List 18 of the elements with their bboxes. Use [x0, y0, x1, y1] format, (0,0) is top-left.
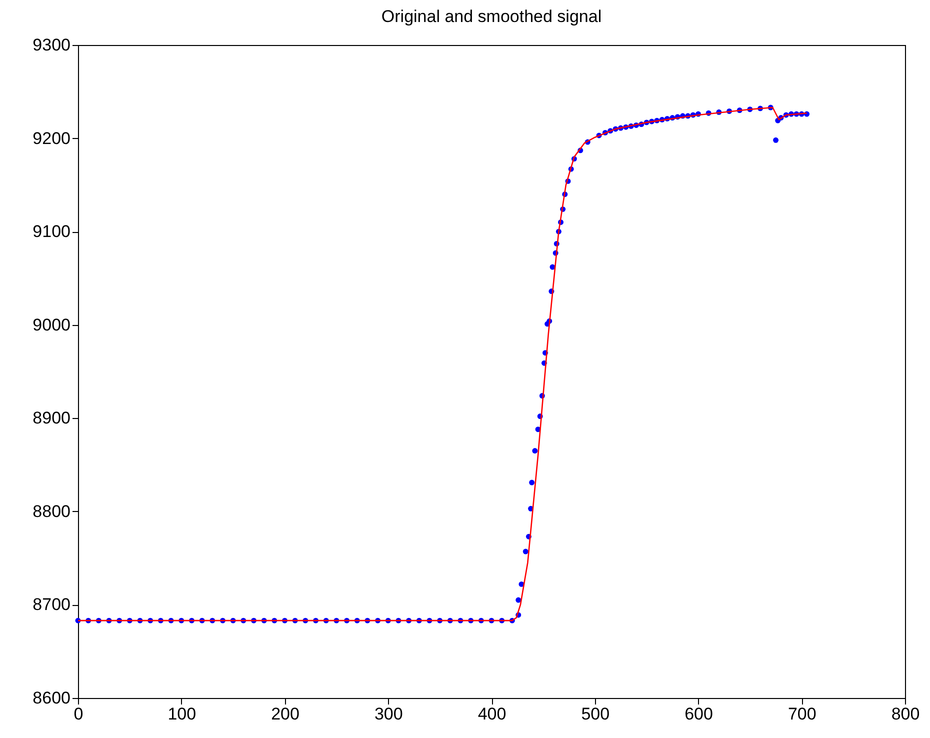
- y-tick-label: 8700: [32, 595, 70, 614]
- y-tick-label: 9100: [32, 222, 70, 242]
- x-tick-label: 100: [168, 704, 196, 724]
- x-tick-label: 400: [478, 704, 506, 724]
- x-tick-label: 600: [684, 704, 713, 724]
- y-tick-label: 9300: [32, 36, 70, 54]
- x-tick-label: 500: [581, 704, 610, 724]
- y-tick-label: 8600: [32, 688, 70, 708]
- x-tick-label: 200: [271, 704, 300, 724]
- y-tick-label: 8900: [32, 408, 70, 428]
- x-tick-label: 800: [891, 704, 920, 724]
- x-tick-label: 700: [788, 704, 816, 724]
- y-tick-label: 9200: [32, 128, 70, 148]
- x-tick-label: 0: [74, 704, 84, 724]
- y-tick-label: 8800: [32, 502, 70, 521]
- y-tick-label: 9000: [32, 315, 70, 334]
- x-tick-label: 300: [374, 704, 403, 724]
- chart-title: Original and smoothed signal: [381, 7, 602, 26]
